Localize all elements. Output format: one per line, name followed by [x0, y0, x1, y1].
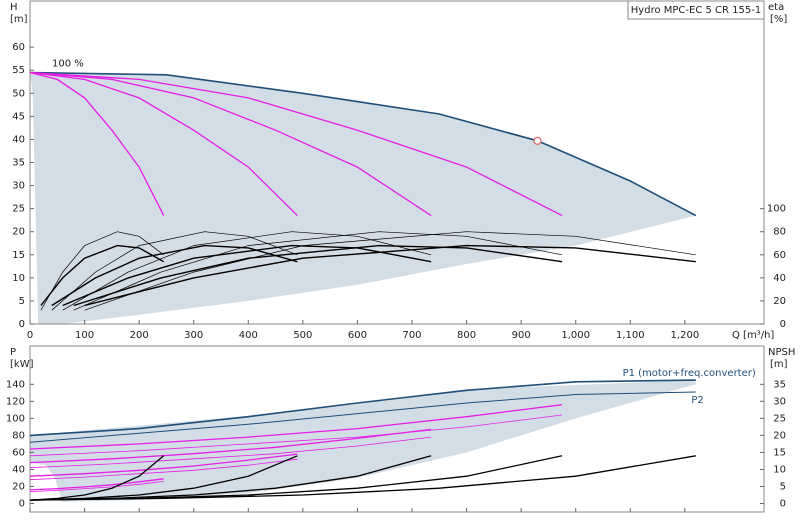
y-tick-label: 60 — [12, 447, 25, 458]
curve — [62, 244, 432, 307]
y2-tick-label: 40 — [773, 273, 786, 284]
curve — [29, 71, 165, 216]
y-tick-label: 60 — [12, 42, 25, 53]
plot-frame — [29, 345, 765, 513]
y-tick-label: 20 — [12, 227, 25, 238]
x-tick-label: 500 — [293, 330, 312, 341]
y-tick-label: 20 — [12, 481, 25, 492]
y-tick-label: 45 — [12, 111, 25, 122]
curve-label: P1 (motor+freq.converter) — [623, 368, 756, 379]
y2-tick-label: 60 — [773, 250, 786, 261]
x-tick-label: 700 — [402, 330, 421, 341]
y-tick-label: 40 — [12, 134, 25, 145]
curve — [29, 453, 298, 477]
y-tick-label: 5 — [19, 296, 25, 307]
y-axis-unit: [m] — [10, 14, 28, 25]
x-tick-label: 1,100 — [616, 330, 645, 341]
x-tick-label: 200 — [130, 330, 149, 341]
y-tick-label: 80 — [12, 430, 25, 441]
curve — [29, 71, 298, 217]
curve — [29, 428, 432, 464]
y2-tick-label: 10 — [773, 464, 786, 475]
y2-tick-label: 80 — [773, 227, 786, 238]
y2-axis-unit: [m] — [770, 359, 788, 370]
curve — [40, 231, 164, 311]
x-tick-label: 900 — [512, 330, 531, 341]
curve — [29, 379, 696, 437]
x-tick-label: 300 — [184, 330, 203, 341]
curve — [29, 455, 165, 501]
y-axis-label: H — [10, 2, 18, 13]
curve-label: P2 — [691, 395, 703, 406]
annotation: 100 % — [52, 59, 84, 70]
y2-tick-label: 20 — [773, 430, 786, 441]
y-tick-label: 140 — [6, 379, 25, 390]
operating-region — [30, 380, 696, 502]
y2-tick-label: 25 — [773, 413, 786, 424]
curve — [84, 231, 696, 311]
y-tick-label: 0 — [19, 498, 25, 509]
y-axis-unit: [kW] — [10, 359, 34, 370]
y2-tick-label: 20 — [773, 296, 786, 307]
curve — [62, 231, 432, 311]
y-tick-label: 120 — [6, 396, 25, 407]
curve — [29, 414, 563, 457]
y-tick-label: 15 — [12, 250, 25, 261]
y-tick-label: 10 — [12, 273, 25, 284]
curve — [51, 231, 298, 311]
curve — [29, 71, 697, 217]
y2-axis-unit: [%] — [770, 14, 787, 25]
y-tick-label: 55 — [12, 65, 25, 76]
duty-point — [533, 136, 542, 145]
chart-title: Hydro MPC-EC 5 CR 155-1 — [631, 5, 761, 16]
curve — [29, 481, 164, 492]
curve — [29, 436, 432, 469]
y2-tick-label: 100 — [767, 204, 786, 215]
x-tick-label: 1,000 — [561, 330, 590, 341]
x-axis-label: Q [m³/h] — [732, 330, 774, 341]
x-tick-label: 100 — [75, 330, 94, 341]
y-tick-label: 50 — [12, 88, 25, 99]
y-tick-label: 0 — [19, 319, 25, 330]
x-tick-label: 800 — [457, 330, 476, 341]
y2-tick-label: 0 — [780, 498, 786, 509]
curve — [40, 244, 165, 306]
curve — [84, 244, 696, 307]
curve — [29, 391, 696, 443]
x-tick-label: 400 — [239, 330, 258, 341]
curve — [29, 458, 298, 481]
y2-tick-label: 30 — [773, 396, 786, 407]
y-tick-label: 35 — [12, 158, 25, 169]
title-box — [627, 0, 765, 20]
y2-tick-label: 5 — [780, 481, 786, 492]
curve — [29, 71, 563, 217]
y-tick-label: 100 — [6, 413, 25, 424]
curve — [73, 231, 563, 311]
y-tick-label: 25 — [12, 204, 25, 215]
x-tick-label: 0 — [27, 330, 33, 341]
y-tick-label: 30 — [12, 181, 25, 192]
y2-tick-label: 15 — [773, 447, 786, 458]
y-axis-label: P — [10, 347, 16, 358]
curve — [29, 478, 164, 491]
x-tick-label: 1,200 — [671, 330, 700, 341]
x-tick-label: 600 — [348, 330, 367, 341]
curve — [29, 455, 696, 501]
curve — [73, 244, 563, 307]
y2-axis-label: eta — [768, 2, 784, 13]
operating-region — [30, 72, 696, 324]
y-tick-label: 40 — [12, 464, 25, 475]
curve — [29, 71, 432, 217]
y2-tick-label: 0 — [780, 319, 786, 330]
y2-axis-label: NPSH — [768, 347, 795, 358]
y2-tick-label: 35 — [773, 379, 786, 390]
curve — [29, 404, 563, 450]
